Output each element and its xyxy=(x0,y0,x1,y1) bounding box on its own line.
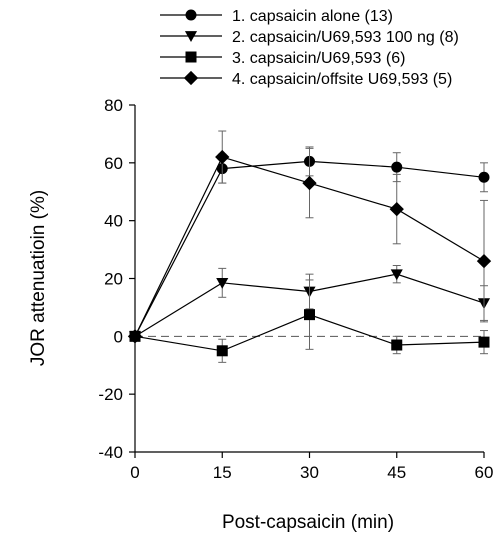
y-tick-label: 60 xyxy=(104,154,123,173)
y-tick-label: -40 xyxy=(98,443,123,462)
data-point xyxy=(302,175,317,191)
legend-label: 1. capsaicin alone (13) xyxy=(232,8,393,25)
data-point xyxy=(391,161,403,173)
x-axis-label: Post-capsaicin (min) xyxy=(222,512,394,533)
legend-entry-2: 2. capsaicin/U69,593 100 ng (8) xyxy=(160,29,459,46)
plot-area xyxy=(127,130,492,363)
legend-entry-4: 4. capsaicin/offsite U69,593 (5) xyxy=(160,70,452,88)
legend-marker xyxy=(184,31,198,43)
y-tick-label: 20 xyxy=(104,270,123,289)
series-4 xyxy=(127,130,492,344)
x-tick-label: 60 xyxy=(475,463,494,482)
data-point xyxy=(216,345,228,357)
legend-label: 4. capsaicin/offsite U69,593 (5) xyxy=(232,71,452,88)
legend-marker xyxy=(185,51,197,63)
legend-marker xyxy=(185,9,197,21)
data-point xyxy=(389,201,404,217)
legend-marker xyxy=(183,70,199,86)
data-point xyxy=(391,339,403,351)
y-tick-label: -20 xyxy=(98,385,123,404)
y-tick-label: 40 xyxy=(104,212,123,231)
x-tick-label: 15 xyxy=(213,463,232,482)
y-tick-label: 80 xyxy=(104,96,123,115)
legend-entry-3: 3. capsaicin/U69,593 (6) xyxy=(160,50,405,67)
y-axis-label: JOR attenuatioin (%) xyxy=(28,190,49,366)
x-tick-label: 30 xyxy=(300,463,319,482)
series-3 xyxy=(129,279,490,363)
legend-entry-1: 1. capsaicin alone (13) xyxy=(160,8,393,25)
data-point xyxy=(215,149,230,165)
x-tick-label: 45 xyxy=(387,463,406,482)
data-point xyxy=(478,336,490,348)
data-point xyxy=(476,254,492,269)
x-tick-label: 0 xyxy=(130,463,139,482)
data-point xyxy=(390,269,403,281)
y-tick-label: 0 xyxy=(114,327,123,346)
legend: 1. capsaicin alone (13) 2. capsaicin/U69,… xyxy=(160,8,459,88)
data-point xyxy=(478,171,490,183)
axes: -40 -20 0 20 40 60 80 0 15 30 45 60 xyxy=(98,96,493,482)
data-point xyxy=(216,277,229,289)
legend-label: 3. capsaicin/U69,593 (6) xyxy=(232,50,405,67)
data-point xyxy=(304,309,315,321)
legend-label: 2. capsaicin/U69,593 100 ng (8) xyxy=(232,29,459,46)
